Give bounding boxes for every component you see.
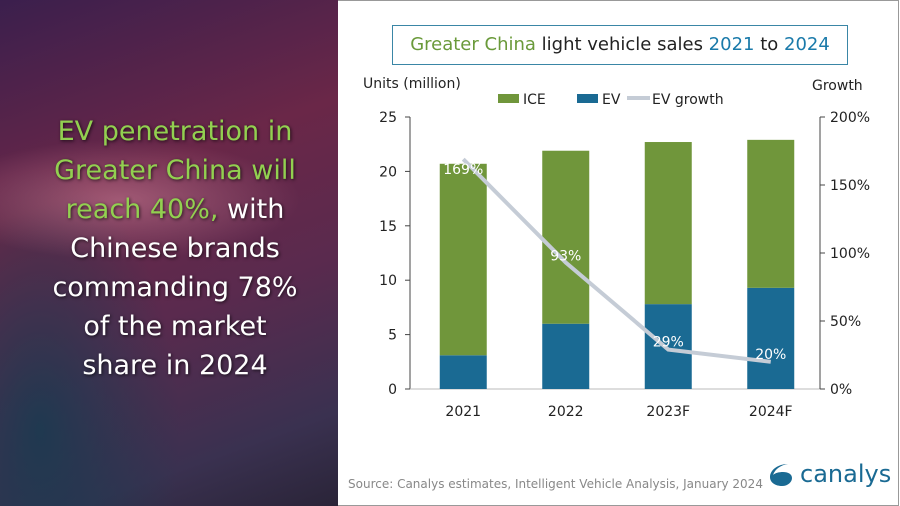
y2-tick-label: 150%	[830, 178, 870, 194]
y-tick-label: 20	[379, 164, 397, 180]
y-tick-label: 25	[379, 110, 397, 126]
y-tick-label: 10	[379, 273, 397, 289]
bar-ev	[644, 304, 692, 389]
title-part: light vehicle sales	[535, 34, 709, 55]
bar-ice	[439, 163, 487, 356]
chart-title: Greater China light vehicle sales 2021 t…	[392, 25, 848, 65]
headline-segment: with	[218, 194, 285, 225]
legend-label: ICE	[523, 92, 546, 108]
headline-line: of the market	[30, 307, 320, 346]
legend-label: EV growth	[652, 92, 724, 108]
x-tick-label: 2022	[548, 404, 584, 420]
y2-tick-label: 0%	[830, 382, 852, 398]
y2-tick-label: 100%	[830, 246, 870, 262]
canalys-logo-icon	[770, 464, 792, 486]
headline-segment: EV penetration in	[57, 116, 293, 147]
y2-tick-label: 200%	[830, 110, 870, 126]
headline-line: commanding 78%	[30, 268, 320, 307]
y-axis-label: Units (million)	[363, 76, 461, 92]
hero-image-panel: EV penetration in Greater China will reach…	[0, 0, 338, 506]
title-part: 2024	[784, 34, 830, 55]
legend-swatch	[498, 94, 519, 103]
y-tick-label: 5	[388, 328, 397, 344]
y-tick-label: 15	[379, 219, 397, 235]
bar-ev	[439, 355, 487, 389]
title-part: 2021	[708, 34, 755, 55]
headline-line: Greater China will	[30, 151, 320, 190]
y-tick-label: 0	[388, 382, 397, 398]
headline-segment: commanding 78%	[52, 272, 298, 303]
title-part: Greater China	[410, 34, 536, 55]
legend-label: EV	[602, 92, 621, 108]
headline: EV penetration in Greater China will reach…	[30, 112, 320, 385]
bar-ice	[542, 150, 590, 324]
logo-text: canalys	[800, 460, 892, 488]
source-note: Source: Canalys estimates, Intelligent V…	[348, 477, 763, 491]
headline-line: Chinese brands	[30, 229, 320, 268]
headline-line: EV penetration in	[30, 112, 320, 151]
bar-ice	[747, 139, 795, 288]
headline-segment: reach 40%,	[65, 194, 219, 225]
x-tick-label: 2023F	[646, 404, 690, 420]
legend-swatch	[577, 94, 598, 103]
headline-segment: share in 2024	[82, 350, 268, 381]
headline-segment: Chinese brands	[70, 233, 280, 264]
y2-tick-label: 50%	[830, 314, 861, 330]
canalys-logo: canalys	[768, 460, 891, 488]
ev-growth-line	[461, 157, 771, 364]
headline-line: share in 2024	[30, 346, 320, 385]
headline-segment: of the market	[83, 311, 267, 342]
bar-ev	[747, 287, 795, 389]
x-tick-label: 2024F	[749, 404, 793, 420]
headline-line: reach 40%, with	[30, 190, 320, 229]
x-tick-label: 2021	[445, 404, 481, 420]
ev-growth-label: 20%	[755, 347, 786, 363]
bar-ice	[644, 142, 692, 305]
bar-ev	[542, 323, 590, 389]
ev-growth-label: 29%	[653, 335, 684, 351]
ev-growth-label: 93%	[550, 249, 581, 265]
headline-segment: Greater China will	[54, 155, 296, 186]
ev-growth-label: 169%	[443, 162, 483, 178]
title-part: to	[754, 34, 784, 55]
y2-axis-label: Growth	[812, 78, 863, 94]
